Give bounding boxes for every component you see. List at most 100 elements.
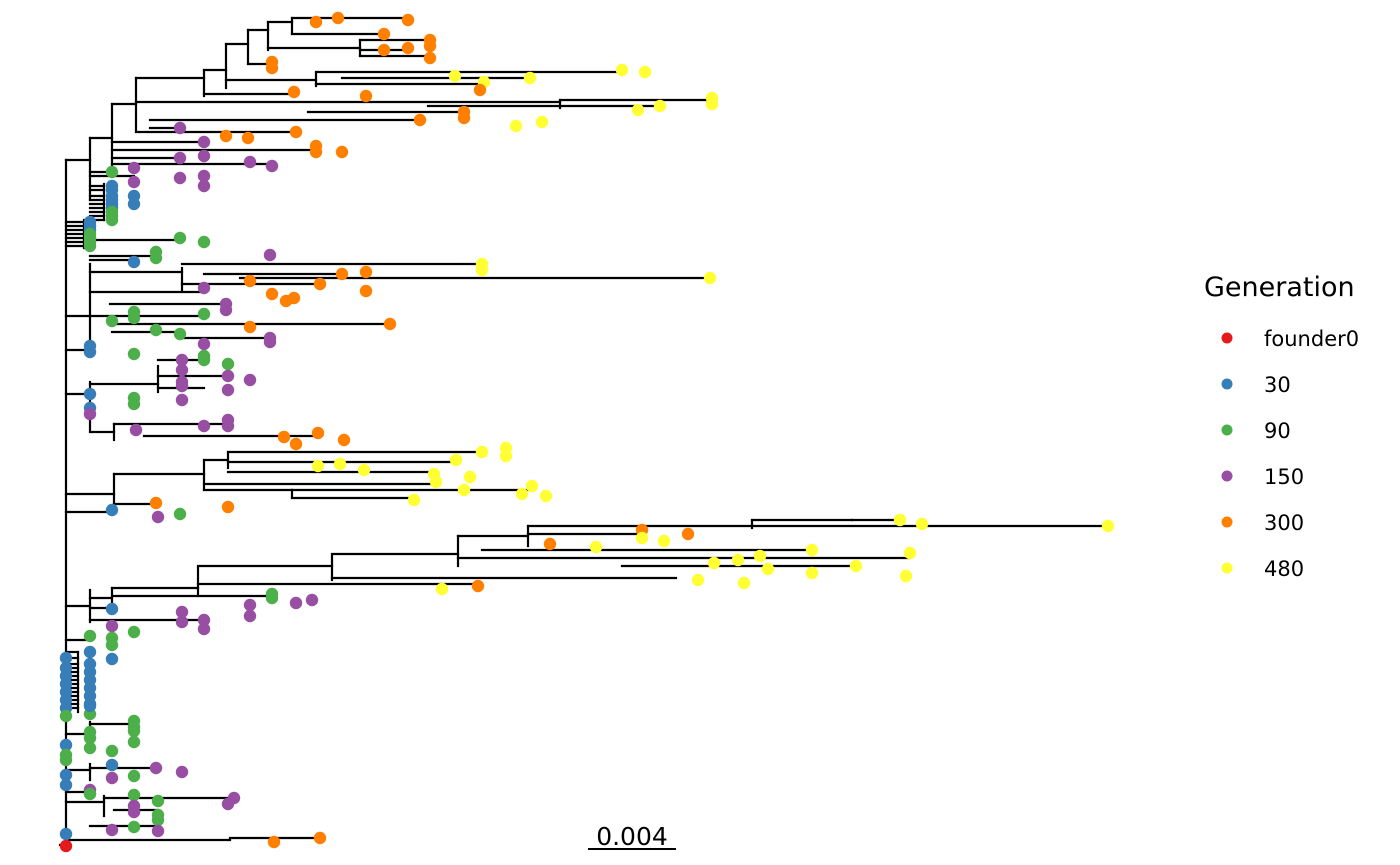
legend-label-480: 480 xyxy=(1264,557,1304,581)
tip-point-90 xyxy=(197,235,211,249)
tip-point-300 xyxy=(289,125,303,139)
tip-point-300 xyxy=(309,145,323,159)
tip-point-300 xyxy=(219,129,233,143)
tip-point-480 xyxy=(635,531,649,545)
tip-point-90 xyxy=(173,231,187,245)
tip-point-30 xyxy=(59,651,73,665)
tip-point-90 xyxy=(83,239,97,253)
tip-point-150 xyxy=(197,622,211,636)
tip-point-300 xyxy=(149,496,163,510)
tip-point-480 xyxy=(915,517,929,531)
tip-point-90 xyxy=(221,357,235,371)
tip-point-founder0 xyxy=(59,839,73,853)
tip-point-480 xyxy=(657,534,671,548)
tip-point-90 xyxy=(59,753,73,767)
tip-point-480 xyxy=(705,97,719,111)
tip-point-150 xyxy=(173,171,187,185)
tip-point-150 xyxy=(173,151,187,165)
legend-swatch-300 xyxy=(1221,516,1233,528)
tip-point-150 xyxy=(221,383,235,397)
tip-point-300 xyxy=(335,145,349,159)
tip-point-300 xyxy=(337,433,351,447)
legend-label-150: 150 xyxy=(1264,465,1304,489)
tip-point-90 xyxy=(151,794,165,808)
tip-point-300 xyxy=(221,500,235,514)
tip-point-150 xyxy=(197,281,211,295)
tip-point-480 xyxy=(475,263,489,277)
tip-point-150 xyxy=(197,149,211,163)
tip-point-90 xyxy=(151,813,165,827)
legend-item-30: 30 xyxy=(1221,373,1291,397)
tip-point-300 xyxy=(279,294,293,308)
tip-point-30 xyxy=(59,768,73,782)
legend-swatch-480 xyxy=(1221,562,1233,574)
tip-point-300 xyxy=(471,579,485,593)
tip-point-150 xyxy=(243,609,257,623)
tip-point-300 xyxy=(413,113,427,127)
tip-point-480 xyxy=(589,540,603,554)
tip-point-300 xyxy=(335,267,349,281)
tip-point-30 xyxy=(127,197,141,211)
tip-point-90 xyxy=(83,731,97,745)
tip-point-300 xyxy=(313,277,327,291)
tip-point-300 xyxy=(265,287,279,301)
tip-point-150 xyxy=(127,175,141,189)
legend-title: Generation xyxy=(1204,272,1355,303)
tip-point-300 xyxy=(423,51,437,65)
tip-point-90 xyxy=(83,787,97,801)
tip-point-150 xyxy=(221,419,235,433)
tip-point-90 xyxy=(127,735,141,749)
tip-point-480 xyxy=(707,556,721,570)
tip-point-300 xyxy=(359,89,373,103)
tip-point-300 xyxy=(377,27,391,41)
legend-label-300: 300 xyxy=(1264,511,1304,535)
tip-point-300 xyxy=(243,320,257,334)
tip-point-30 xyxy=(59,738,73,752)
tip-point-90 xyxy=(197,353,211,367)
legend-label-90: 90 xyxy=(1264,419,1291,443)
tip-point-300 xyxy=(287,85,301,99)
tip-point-480 xyxy=(525,479,539,493)
tip-point-150 xyxy=(219,303,233,317)
tip-point-90 xyxy=(173,327,187,341)
tip-point-150 xyxy=(197,419,211,433)
tip-point-150 xyxy=(105,823,119,837)
tip-point-480 xyxy=(753,549,767,563)
legend-item-founder0: founder0 xyxy=(1221,327,1359,351)
legend-label-30: 30 xyxy=(1264,373,1291,397)
tip-point-480 xyxy=(903,546,917,560)
legend-swatch-founder0 xyxy=(1221,332,1233,344)
tip-point-300 xyxy=(331,11,345,25)
tip-point-480 xyxy=(515,487,529,501)
tip-point-480 xyxy=(805,543,819,557)
tip-point-150 xyxy=(243,155,257,169)
tip-point-300 xyxy=(289,437,303,451)
tip-point-480 xyxy=(615,63,629,77)
tip-point-150 xyxy=(263,248,277,262)
tip-point-30 xyxy=(83,387,97,401)
legend-item-300: 300 xyxy=(1221,511,1304,535)
tip-point-300 xyxy=(377,43,391,57)
tip-point-480 xyxy=(638,65,652,79)
tip-point-480 xyxy=(448,69,462,83)
tip-point-480 xyxy=(849,559,863,573)
tip-point-300 xyxy=(243,274,257,288)
tip-point-90 xyxy=(127,625,141,639)
tip-point-90 xyxy=(83,629,97,643)
tip-point-300 xyxy=(313,831,327,845)
tip-point-90 xyxy=(127,397,141,411)
tip-point-480 xyxy=(631,103,645,117)
tip-point-150 xyxy=(243,373,257,387)
tip-point-480 xyxy=(457,483,471,497)
tip-point-30 xyxy=(127,255,141,269)
tip-point-90 xyxy=(83,741,97,755)
tip-point-150 xyxy=(221,797,235,811)
tip-point-300 xyxy=(473,83,487,97)
tip-point-300 xyxy=(267,835,281,849)
tip-point-150 xyxy=(127,805,141,819)
tip-point-90 xyxy=(149,251,163,265)
tip-point-90 xyxy=(149,323,163,337)
tip-point-480 xyxy=(893,513,907,527)
tip-point-150 xyxy=(305,593,319,607)
